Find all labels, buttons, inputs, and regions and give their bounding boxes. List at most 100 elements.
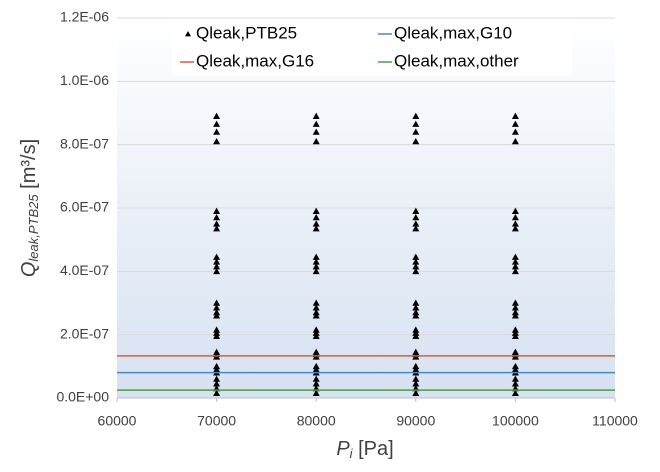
scatter-point (511, 267, 519, 275)
scatter-point (412, 253, 420, 260)
y-axis-label: Qleak,PTB25 [m³/s] (18, 139, 41, 277)
scatter-point (412, 326, 420, 333)
scatter-point (511, 112, 519, 119)
scatter-point (312, 253, 320, 260)
scatter-point (312, 207, 320, 214)
x-tick-label: 70000 (197, 413, 236, 429)
x-tick-label: 80000 (297, 413, 336, 429)
scatter-point (213, 332, 221, 340)
scatter-point (412, 389, 420, 397)
scatter-point (213, 220, 221, 227)
legend-swatch (185, 31, 191, 37)
scatter-point (511, 120, 519, 127)
scatter-point (213, 304, 221, 311)
scatter-point (213, 312, 221, 319)
scatter-point (412, 138, 420, 145)
scatter-point (511, 128, 519, 135)
scatter-point (412, 304, 420, 311)
scatter-point (412, 332, 420, 340)
scatter-point (412, 299, 420, 306)
scatter-point (213, 112, 221, 119)
scatter-point (412, 366, 420, 373)
scatter-point (412, 128, 420, 135)
scatter-point (213, 309, 221, 316)
scatter-point (213, 258, 221, 265)
scatter-point (213, 326, 221, 333)
scatter-point (511, 375, 519, 382)
scatter-point (412, 380, 420, 387)
scatter-point (511, 220, 519, 227)
scatter-point (511, 366, 519, 373)
y-tick-label: 0.0E+00 (56, 389, 109, 405)
legend-label: Qleak,max,G10 (394, 23, 512, 42)
y-tick-label: 2.0E-07 (60, 325, 109, 341)
y-tick-label: 1.0E-06 (60, 72, 109, 88)
scatter-point (213, 362, 221, 370)
x-axis-label: Pi [Pa] (336, 438, 393, 461)
scatter-point (511, 309, 519, 316)
scatter-point (312, 380, 320, 387)
scatter-point (213, 225, 221, 232)
scatter-point (213, 253, 221, 260)
scatter-point (312, 389, 320, 397)
scatter-point (312, 128, 320, 135)
scatter-point (312, 312, 320, 319)
scatter-point (312, 299, 320, 306)
scatter-point (412, 220, 420, 227)
scatter-point (412, 362, 420, 370)
scatter-point (511, 299, 519, 306)
scatter-point (511, 138, 519, 145)
scatter-point (312, 214, 320, 221)
scatter-point (312, 309, 320, 316)
scatter-point (312, 366, 320, 373)
scatter-point (312, 258, 320, 265)
y-tick-label: 8.0E-07 (60, 135, 109, 151)
scatter-point (312, 326, 320, 333)
scatter-point (412, 225, 420, 232)
x-tick-label: 60000 (98, 413, 137, 429)
scatter-point (312, 329, 320, 336)
scatter-point (511, 312, 519, 319)
scatter-point (213, 263, 221, 270)
scatter-point (312, 120, 320, 127)
scatter-point (312, 263, 320, 270)
scatter-point (412, 309, 420, 316)
y-tick-label: 1.2E-06 (60, 9, 109, 25)
scatter-point (412, 267, 420, 275)
scatter-point (412, 329, 420, 336)
scatter-point (511, 225, 519, 232)
scatter-point (511, 332, 519, 340)
scatter-point (213, 329, 221, 336)
scatter-point (312, 304, 320, 311)
x-tick-label: 90000 (396, 413, 435, 429)
scatter-point (511, 380, 519, 387)
legend-label: Qleak,PTB25 (196, 23, 297, 42)
scatter-point (312, 138, 320, 145)
scatter-point (511, 207, 519, 214)
scatter-point (511, 389, 519, 397)
y-tick-label: 6.0E-07 (60, 199, 109, 215)
scatter-point (312, 332, 320, 340)
scatter-point (213, 375, 221, 382)
scatter-point (312, 362, 320, 370)
scatter-point (312, 112, 320, 119)
scatter-point (511, 362, 519, 370)
scatter-point (412, 112, 420, 119)
scatter-point (511, 214, 519, 221)
scatter-point (213, 366, 221, 373)
scatter-point (412, 214, 420, 221)
scatter-point (213, 128, 221, 135)
scatter-point (412, 120, 420, 127)
scatter-point (213, 207, 221, 214)
scatter-point (412, 375, 420, 382)
scatter-point (511, 304, 519, 311)
scatter-point (412, 312, 420, 319)
scatter-point (213, 214, 221, 221)
scatter-point (312, 220, 320, 227)
scatter-point (312, 267, 320, 275)
scatter-point (213, 299, 221, 306)
legend-label: Qleak,max,G16 (196, 51, 314, 70)
legend-label: Qleak,max,other (394, 51, 519, 70)
